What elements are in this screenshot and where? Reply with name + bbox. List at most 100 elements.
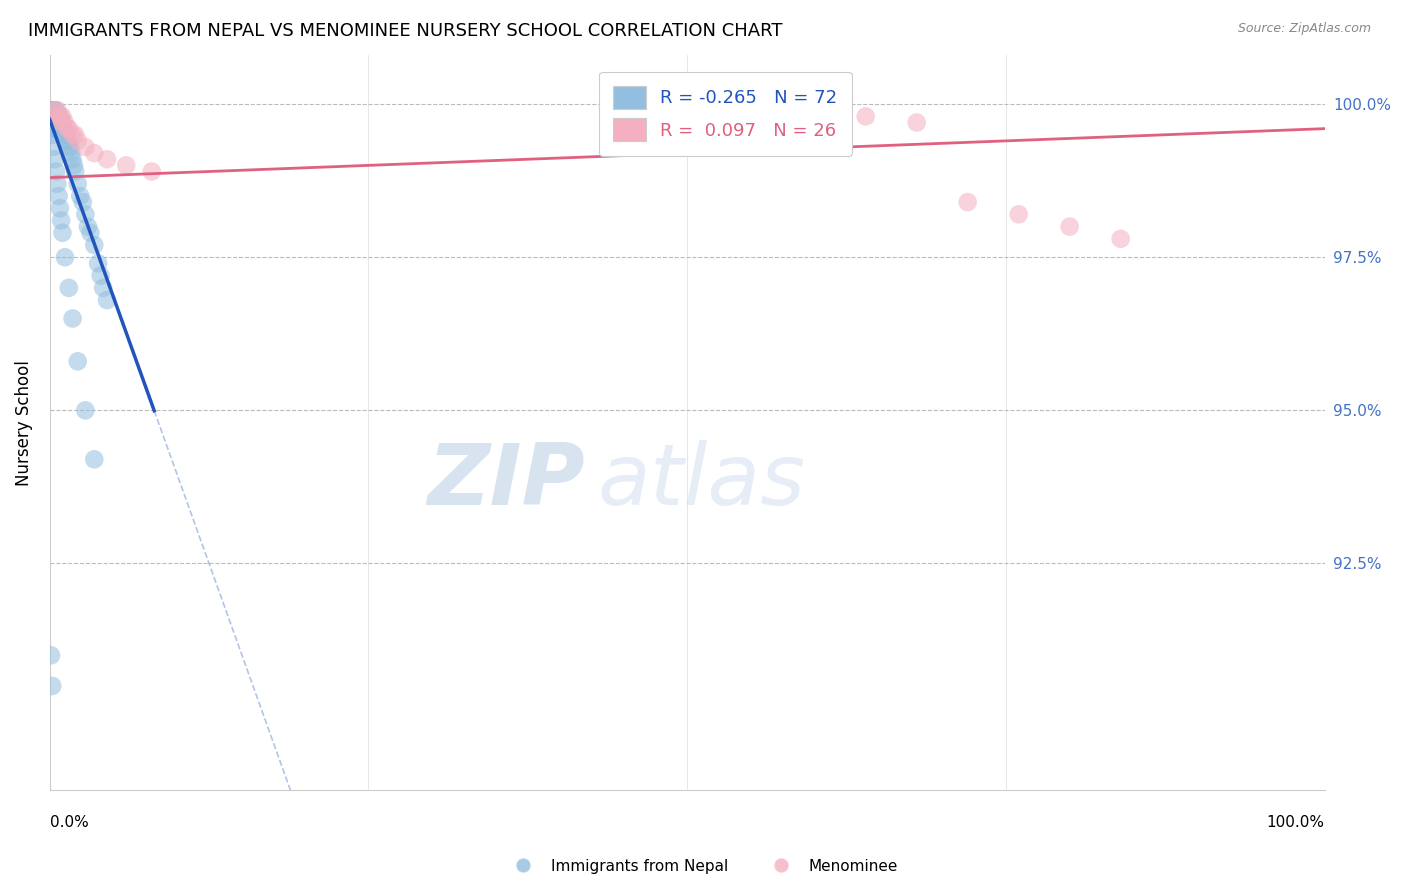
Point [41,679,63,693]
Point [42,103,65,118]
Point [56,121,79,136]
Point [55,134,77,148]
Point [41,128,63,142]
Point [42,121,65,136]
Point [39,103,62,118]
Point [96,293,118,307]
Point [46,103,69,118]
Point [49,121,72,136]
Point [45,121,67,136]
Point [49,213,72,227]
Point [69,189,91,203]
Point [45,109,67,123]
Point [56,134,79,148]
Point [52,121,75,136]
Point [44,103,66,118]
Point [49,115,72,129]
Point [1109,232,1132,246]
Point [53,128,76,142]
Point [44,115,66,129]
Point [58,121,80,136]
Point [49,121,72,136]
Point [740,103,762,118]
Point [803,109,825,123]
Y-axis label: Nursery School: Nursery School [15,359,32,485]
Point [63,164,86,178]
Point [55,128,77,142]
Point [44,109,66,123]
Point [905,115,928,129]
Point [63,128,86,142]
Point [676,103,699,118]
Point [44,121,66,136]
Point [51,226,73,240]
Text: 100.0%: 100.0% [1267,814,1324,830]
Point [41,109,63,123]
Point [855,109,877,123]
Point [39,115,62,129]
Point [49,201,72,215]
Point [52,128,75,142]
Text: ZIP: ZIP [427,440,585,523]
Point [48,109,70,123]
Text: 0.0%: 0.0% [49,814,89,830]
Point [66,354,89,368]
Point [48,115,70,129]
Point [75,403,97,417]
Point [42,109,65,123]
Text: atlas: atlas [598,440,806,523]
Point [45,109,67,123]
Point [66,177,89,191]
Point [96,153,118,167]
Point [46,115,69,129]
Point [42,140,65,154]
Point [62,311,84,326]
Point [49,115,72,129]
Point [42,115,65,129]
Legend: R = -0.265   N = 72, R =  0.097   N = 26: R = -0.265 N = 72, R = 0.097 N = 26 [599,71,852,156]
Point [91,281,114,295]
Point [79,226,101,240]
Text: Source: ZipAtlas.com: Source: ZipAtlas.com [1237,22,1371,36]
Point [1059,219,1081,234]
Point [39,648,62,663]
Point [46,109,69,123]
Point [58,140,80,154]
Point [49,109,72,123]
Point [66,134,89,148]
Point [59,140,82,154]
Point [60,146,83,161]
Point [48,189,70,203]
Point [51,121,73,136]
Point [72,195,94,210]
Point [62,153,84,167]
Point [53,115,76,129]
Point [48,121,70,136]
Point [115,158,138,172]
Point [75,207,97,221]
Point [41,115,63,129]
Point [46,177,69,191]
Point [39,109,62,123]
Point [49,109,72,123]
Point [83,146,105,161]
Point [44,153,66,167]
Point [63,158,86,172]
Point [45,164,67,178]
Point [53,250,76,264]
Point [77,219,100,234]
Point [62,128,84,142]
Point [39,115,62,129]
Point [1008,207,1031,221]
Point [58,281,80,295]
Point [46,121,69,136]
Point [83,452,105,467]
Point [44,103,66,118]
Point [41,103,63,118]
Point [45,115,67,129]
Point [956,195,979,210]
Text: IMMIGRANTS FROM NEPAL VS MENOMINEE NURSERY SCHOOL CORRELATION CHART: IMMIGRANTS FROM NEPAL VS MENOMINEE NURSE… [28,22,783,40]
Point [75,140,97,154]
Point [51,115,73,129]
Point [45,103,67,118]
